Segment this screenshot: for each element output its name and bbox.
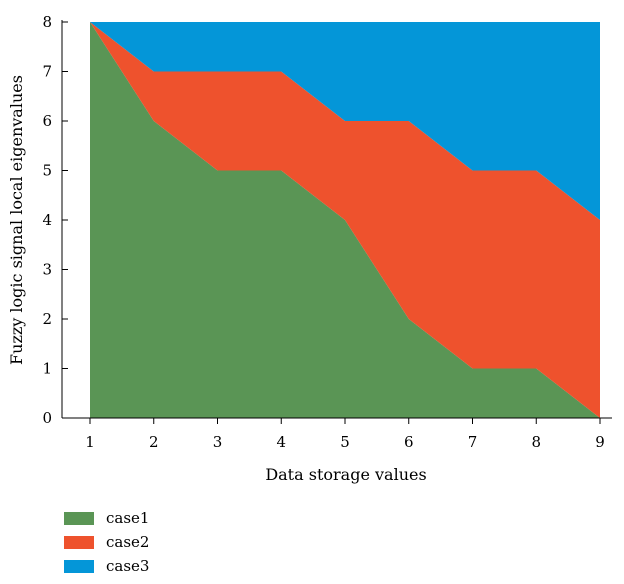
area-case2: [90, 22, 600, 418]
y-tick-label: 6: [42, 112, 52, 130]
legend-swatch: [64, 559, 94, 573]
x-tick-label: 9: [595, 433, 605, 451]
y-tick-label: 3: [42, 261, 52, 279]
y-tick-label: 4: [42, 211, 52, 229]
x-tick-label: 1: [85, 433, 95, 451]
plot-areas: [90, 22, 600, 418]
y-tick-label: 8: [42, 13, 52, 31]
y-tick-label: 7: [42, 63, 52, 81]
legend-item-case1: case1: [64, 506, 149, 530]
legend-item-case2: case2: [64, 530, 149, 554]
area-case3: [90, 22, 600, 220]
y-tick-label: 5: [42, 162, 52, 180]
legend-swatch: [64, 511, 94, 525]
legend-item-case3: case3: [64, 554, 149, 578]
y-tick-label: 1: [42, 360, 52, 378]
x-tick-label: 3: [213, 433, 223, 451]
x-tick-label: 6: [404, 433, 414, 451]
y-axis-title: Fuzzy logic signal local eigenvalues: [7, 75, 26, 365]
x-tick-label: 8: [531, 433, 541, 451]
x-axis-title: Data storage values: [265, 465, 426, 484]
x-tick-label: 7: [468, 433, 478, 451]
x-tick-label: 5: [340, 433, 350, 451]
x-tick-label: 2: [149, 433, 159, 451]
y-tick-label: 0: [42, 409, 52, 427]
x-tick-label: 4: [276, 433, 286, 451]
axes: 0 1 2 3 4 5 6 7 8 1 2 3 4 5 6 7 8 9: [42, 13, 612, 451]
legend: case1 case2 case3: [64, 506, 149, 578]
legend-label: case3: [106, 557, 150, 575]
legend-swatch: [64, 535, 94, 549]
legend-label: case2: [106, 533, 150, 551]
y-tick-label: 2: [42, 310, 52, 328]
legend-label: case1: [106, 509, 150, 527]
